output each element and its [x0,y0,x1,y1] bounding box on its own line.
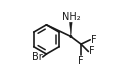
Text: F: F [91,35,97,45]
Polygon shape [70,22,72,36]
Text: F: F [78,56,84,66]
Text: NH₂: NH₂ [61,12,80,22]
Circle shape [70,36,72,37]
Text: F: F [89,47,95,56]
Text: Br: Br [32,52,43,62]
